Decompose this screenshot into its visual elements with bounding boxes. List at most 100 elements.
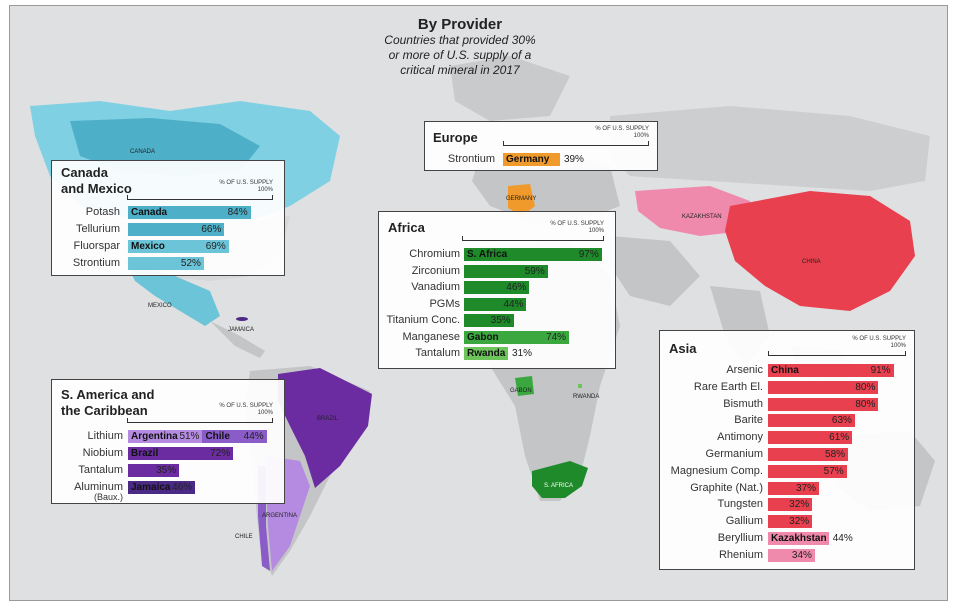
mineral-label: Graphite (Nat.) xyxy=(690,481,763,494)
map-label-brazil: BRAZIL xyxy=(317,416,339,422)
percent-label: 91% xyxy=(870,365,891,376)
mineral-label: PGMs xyxy=(429,297,460,310)
mineral-row: Manganese Gabon 74% xyxy=(379,330,615,345)
mineral-label: Lithium xyxy=(87,430,123,442)
mineral-row: Germanium 58% xyxy=(660,447,914,462)
middle-east-shape xyxy=(610,236,700,306)
title-block: By Provider Countries that provided 30% … xyxy=(300,16,620,78)
supply-scale: % OF U.S. SUPPLY 100% xyxy=(503,126,649,146)
percent-label: 35% xyxy=(156,465,177,476)
panel-title: S. America and the Caribbean xyxy=(61,387,154,419)
mineral-label: Arsenic xyxy=(726,364,763,376)
map-label-argentina: ARGENTINA xyxy=(262,513,298,519)
percent-label: 31% xyxy=(512,348,533,359)
mineral-label: Rhenium xyxy=(718,548,763,561)
page-title: By Provider xyxy=(417,16,503,33)
percent-label: 80% xyxy=(855,398,876,410)
supply-scale: % OF U.S. SUPPLY 100% xyxy=(768,336,906,356)
mineral-label: Strontium xyxy=(447,153,495,165)
percent-label: 44% xyxy=(503,298,524,310)
mineral-row: Magnesium Comp. 57% xyxy=(660,464,914,479)
percent-label: 97% xyxy=(578,249,599,260)
supply-bar: 46% xyxy=(464,281,530,294)
percent-label: 32% xyxy=(789,499,810,511)
supply-bar: 44% xyxy=(464,297,527,311)
scale-caption: % OF U.S. SUPPLY xyxy=(219,403,273,409)
scale-caption: % OF U.S. SUPPLY xyxy=(550,221,604,227)
mineral-row: Tungsten 32% xyxy=(660,497,914,512)
mineral-label: Barite xyxy=(734,414,763,427)
supply-bar: Gabon 74% xyxy=(464,330,570,344)
map-label-rwanda: RWANDA xyxy=(573,394,600,400)
mineral-row: Tantalum 31% Rwanda xyxy=(379,346,615,361)
mineral-label: Niobium xyxy=(82,447,123,459)
percent-label: 46% xyxy=(172,482,193,493)
supply-bar: Germany xyxy=(503,153,560,166)
russia-shape xyxy=(610,106,930,191)
mineral-row: Potash Canada 84% xyxy=(52,205,284,220)
supply-bar: 80% xyxy=(768,397,879,411)
supply-bar: 35% xyxy=(464,314,514,327)
mineral-row: PGMs 44% xyxy=(379,297,615,312)
panel-title: Europe xyxy=(433,130,478,145)
country-label: Kazakhstan xyxy=(771,533,827,544)
mineral-label: Tantalum xyxy=(78,464,123,476)
percent-label: 57% xyxy=(823,465,844,477)
percent-label: 34% xyxy=(791,549,812,561)
brazil-shape xyxy=(278,368,372,488)
supply-bar: 57% xyxy=(768,464,847,478)
mineral-row: Bismuth 80% xyxy=(660,397,914,412)
supply-bar: S. Africa 97% xyxy=(464,248,602,261)
mineral-row: Rare Earth El. 80% xyxy=(660,380,914,395)
supply-bar: Mexico 69% xyxy=(128,240,229,253)
panel-title: Canada and Mexico xyxy=(61,165,132,197)
supply-bar: Argentina 51% xyxy=(128,430,203,443)
scale-max: 100% xyxy=(257,410,273,416)
panel-title-line-2: and Mexico xyxy=(61,181,132,196)
supply-bar: Brazil 72% xyxy=(128,447,234,460)
mineral-row: Niobium Brazil 72% xyxy=(52,446,284,461)
mineral-row: Beryllium 44% Kazakhstan xyxy=(660,531,914,546)
map-label-kazakhstan: KAZAKHSTAN xyxy=(682,214,722,220)
mineral-row: Aluminum (Baux.) Jamaica 46% xyxy=(52,480,284,502)
country-label: Brazil xyxy=(131,448,159,459)
mineral-label-sub: (Baux.) xyxy=(93,492,123,502)
country-label: S. Africa xyxy=(467,249,508,260)
mineral-row: Barite 63% xyxy=(660,413,914,428)
percent-label: 39% xyxy=(563,154,584,165)
supply-bar: 37% xyxy=(768,481,820,495)
percent-label: 58% xyxy=(825,449,846,460)
mineral-row: Lithium Argentina 51% Chile 44% xyxy=(52,429,284,444)
percent-label: 66% xyxy=(201,224,222,235)
percent-label: 35% xyxy=(490,315,511,326)
mineral-label: Tellurium xyxy=(75,223,120,235)
mineral-label: Fluorspar xyxy=(73,240,120,252)
panel-africa: Africa % OF U.S. SUPPLY 100% Chromium S. … xyxy=(378,211,616,369)
panel-title-line-2: the Caribbean xyxy=(61,403,148,418)
map-label-s-africa: S. AFRICA xyxy=(544,483,574,489)
mineral-label: Gallium xyxy=(725,515,763,528)
kazakhstan-shape xyxy=(635,186,750,236)
percent-label: 44% xyxy=(832,533,853,544)
mineral-row: Vanadium 46% xyxy=(379,280,615,295)
mineral-row: Strontium 39% Germany xyxy=(425,152,657,167)
supply-bar: 63% xyxy=(768,414,855,428)
mineral-label: Potash xyxy=(85,206,120,218)
supply-bar: Rwanda xyxy=(464,347,509,360)
map-label-germany: GERMANY xyxy=(506,196,537,202)
south-africa-shape xyxy=(532,461,588,498)
panel-title-line-1: S. America and xyxy=(61,387,155,402)
mineral-label: Tungsten xyxy=(717,498,763,511)
country-label: Germany xyxy=(506,154,550,165)
mineral-row: Graphite (Nat.) 37% xyxy=(660,481,914,496)
percent-label: 80% xyxy=(855,381,876,393)
mineral-row: Antimony 61% xyxy=(660,430,914,445)
country-label: Chile xyxy=(205,431,230,442)
percent-label: 61% xyxy=(829,432,850,444)
percent-label: 52% xyxy=(180,258,201,269)
mineral-row: Tantalum 35% xyxy=(52,463,284,478)
supply-bar: Kazakhstan xyxy=(768,532,829,545)
country-label: Jamaica xyxy=(131,482,171,493)
mineral-label: Strontium xyxy=(72,257,120,269)
mineral-label: Vanadium xyxy=(411,281,460,293)
